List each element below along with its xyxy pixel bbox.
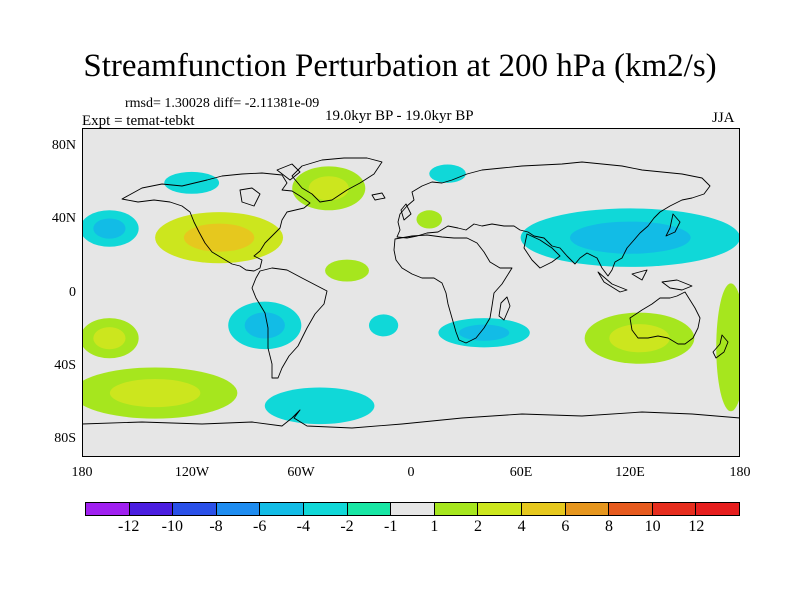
coastline-hudson-bay bbox=[239, 187, 261, 207]
anomaly-core bbox=[458, 324, 510, 341]
lon-label-180e: 180 bbox=[729, 465, 751, 480]
colorbar-swatch bbox=[521, 503, 566, 515]
coastline-greenland bbox=[291, 157, 383, 203]
colorbar-label: -12 bbox=[117, 518, 140, 535]
lat-label-80s: 80S bbox=[54, 431, 76, 446]
colorbar-label: 12 bbox=[688, 518, 705, 535]
anomaly-region bbox=[325, 259, 369, 282]
colorbar-swatch bbox=[696, 503, 739, 515]
colorbar-label: 6 bbox=[561, 518, 570, 535]
coastline-antarctica bbox=[82, 409, 740, 429]
season-label: JJA bbox=[712, 110, 735, 126]
colorbar-label: -4 bbox=[296, 518, 310, 535]
coastline-uk bbox=[400, 203, 412, 221]
lon-label-60e: 60E bbox=[509, 465, 533, 480]
colorbar-label: 1 bbox=[430, 518, 439, 535]
period-label: 19.0kyr BP - 19.0kyr BP bbox=[325, 108, 474, 124]
colorbar-label: -2 bbox=[340, 518, 354, 535]
colorbar-swatch bbox=[86, 503, 130, 515]
colorbar-label: -1 bbox=[383, 518, 398, 535]
colorbar-swatch bbox=[652, 503, 697, 515]
lon-label-120e: 120E bbox=[615, 465, 645, 480]
colorbar-swatch bbox=[609, 503, 653, 515]
anomaly-core bbox=[308, 176, 349, 201]
colorbar-label: -6 bbox=[252, 518, 267, 535]
colorbar-label: 10 bbox=[644, 518, 661, 535]
plot-title: Streamfunction Perturbation at 200 hPa (… bbox=[83, 48, 717, 84]
coastline-madagascar bbox=[498, 296, 511, 321]
map-frame bbox=[82, 128, 740, 457]
colorbar-label: -8 bbox=[209, 518, 223, 535]
coastline-japan bbox=[665, 213, 681, 237]
anomaly-core bbox=[109, 378, 201, 408]
colorbar-swatch bbox=[216, 503, 261, 515]
anomaly-region bbox=[164, 171, 220, 194]
colorbar-swatch bbox=[434, 503, 479, 515]
colorbar-swatch bbox=[260, 503, 304, 515]
anomaly-core bbox=[570, 221, 691, 254]
anomaly-region bbox=[429, 164, 466, 183]
lat-label-80n: 80N bbox=[51, 138, 76, 153]
coastline-baffin bbox=[276, 163, 301, 181]
colorbar-swatch bbox=[303, 503, 348, 515]
coastline-arabia bbox=[523, 233, 561, 269]
lat-label-0: 0 bbox=[69, 285, 76, 300]
lat-label-40n: 40N bbox=[51, 211, 76, 226]
lon-label-180w: 180 bbox=[71, 465, 93, 480]
coastline-south-america bbox=[251, 267, 328, 379]
colorbar-swatch bbox=[347, 503, 392, 515]
colorbar-swatch bbox=[478, 503, 522, 515]
colorbar-swatch bbox=[565, 503, 610, 515]
rmsd-diff-stats: rmsd= 1.30028 diff= -2.11381e-09 bbox=[125, 96, 320, 111]
anomaly-core bbox=[93, 218, 126, 239]
anomaly-core bbox=[183, 223, 255, 252]
colorbar-label: 2 bbox=[474, 518, 482, 535]
colorbar-label: 4 bbox=[517, 518, 526, 535]
coastline-new-guinea bbox=[661, 279, 693, 291]
lon-label-0: 0 bbox=[407, 465, 415, 480]
experiment-label: Expt = temat-tebkt bbox=[82, 113, 195, 129]
colorbar-label: -10 bbox=[161, 518, 183, 535]
map-panel bbox=[82, 128, 740, 457]
anomaly-region bbox=[716, 283, 740, 412]
anomaly-region bbox=[416, 210, 443, 229]
lon-label-120w: 120W bbox=[174, 465, 210, 480]
colorbar-swatch bbox=[391, 503, 435, 515]
coastline-new-zealand bbox=[712, 334, 729, 359]
coastline-africa bbox=[393, 234, 513, 344]
colorbar-swatch bbox=[173, 503, 217, 515]
coastline-iceland bbox=[371, 192, 386, 201]
coastline-australia bbox=[629, 291, 701, 345]
colorbar-swatch bbox=[129, 503, 174, 515]
coastline-indonesia bbox=[597, 269, 648, 293]
coastline-north-america bbox=[121, 172, 311, 272]
anomaly-core bbox=[93, 327, 126, 350]
lat-label-40s: 40S bbox=[54, 358, 76, 373]
colorbar bbox=[85, 502, 740, 516]
coastline-eurasia bbox=[396, 161, 711, 277]
anomaly-core bbox=[244, 312, 285, 339]
anomaly-region bbox=[368, 314, 399, 337]
colorbar-label: 8 bbox=[605, 518, 613, 535]
lon-label-60w: 60W bbox=[287, 465, 315, 480]
anomaly-region bbox=[264, 387, 375, 425]
